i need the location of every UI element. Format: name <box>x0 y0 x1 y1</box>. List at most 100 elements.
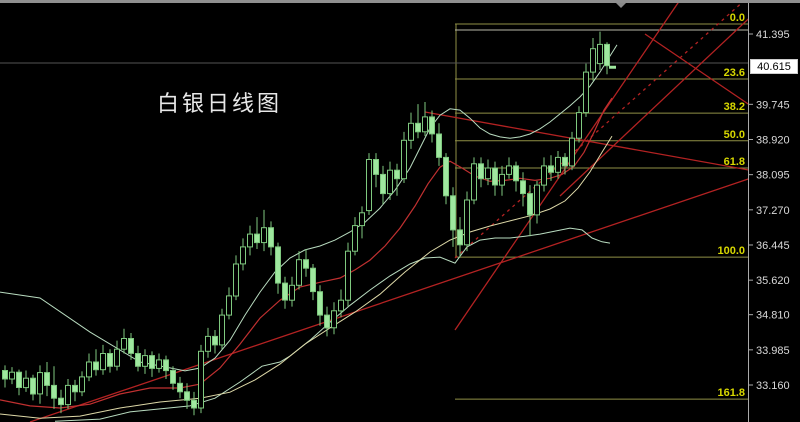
candle-body <box>184 391 190 401</box>
candle-body <box>359 212 365 227</box>
candle-body <box>177 382 183 393</box>
candle-body <box>142 355 148 367</box>
candle-body <box>499 173 505 186</box>
candle-body <box>23 377 29 389</box>
candle-body <box>513 165 519 182</box>
candle-body <box>457 229 463 246</box>
current-price-box: 40.615 <box>750 59 798 74</box>
candle-body <box>296 259 302 286</box>
candle-body <box>310 267 316 293</box>
fib-label-0.0: 0.0 <box>730 12 745 24</box>
candle-body <box>429 116 435 135</box>
price-tick-label: 38.095 <box>756 170 790 182</box>
last-price-dash <box>609 65 616 69</box>
candle-body <box>86 361 92 378</box>
candle-body <box>471 163 477 201</box>
candle-body <box>9 371 15 380</box>
candle-body <box>212 335 218 346</box>
candles-group <box>2 31 610 416</box>
candle-body <box>226 295 232 316</box>
candle-body <box>163 359 169 372</box>
candle-body <box>30 377 36 395</box>
candle-body <box>58 397 64 406</box>
candle-body <box>562 156 568 167</box>
candle-body <box>156 359 162 369</box>
candle-body <box>324 314 330 329</box>
candle-body <box>93 361 99 371</box>
candle-body <box>604 43 610 67</box>
candle-body <box>485 167 491 180</box>
price-tick-label: 35.620 <box>756 275 790 287</box>
price-tick-label: 39.745 <box>756 99 790 111</box>
candle-body <box>583 71 589 114</box>
candle-body <box>597 43 603 65</box>
plot-area <box>0 0 748 422</box>
candle-body <box>548 165 554 173</box>
candle-body <box>541 165 547 186</box>
candle-body <box>240 246 246 265</box>
candle-body <box>219 314 225 346</box>
candle-body <box>401 139 407 180</box>
chart-title: 白银日线图 <box>157 92 283 117</box>
candle-body <box>44 372 50 386</box>
candle-body <box>205 335 211 352</box>
candle-body <box>450 195 456 231</box>
price-tick-label: 37.270 <box>756 205 790 217</box>
candle-body <box>352 225 358 252</box>
candle-body <box>261 227 267 244</box>
fib-label-38.2: 38.2 <box>724 101 745 113</box>
candle-body <box>79 376 85 393</box>
candle-body <box>303 259 309 269</box>
candle-body <box>443 156 449 197</box>
bollinger-upper-band <box>0 44 618 372</box>
candle-body <box>191 399 197 409</box>
candle-body <box>576 112 582 139</box>
fib-label-50.0: 50.0 <box>724 129 745 141</box>
candle-body <box>247 233 253 248</box>
price-tick-label: 33.985 <box>756 345 790 357</box>
candle-body <box>555 156 561 173</box>
ma-line-red <box>0 97 613 409</box>
candle-body <box>198 350 204 409</box>
candle-body <box>478 163 484 180</box>
candle-body <box>534 184 540 216</box>
candle-body <box>380 173 386 195</box>
trendline-3 <box>559 18 748 197</box>
candle-body <box>268 227 274 248</box>
candle-body <box>128 338 134 354</box>
price-tick-label: 38.920 <box>756 135 790 147</box>
candle-body <box>590 48 596 73</box>
candle-body <box>254 233 260 244</box>
candle-body <box>394 169 400 180</box>
candle-body <box>2 370 8 380</box>
trendline-4 <box>454 0 746 259</box>
ma-line-yellow <box>0 135 613 419</box>
candle-body <box>37 372 43 395</box>
candle-body <box>506 165 512 175</box>
candle-body <box>464 199 470 246</box>
candle-body <box>373 159 379 175</box>
candle-body <box>289 284 295 301</box>
candle-body <box>275 246 281 284</box>
candle-body <box>331 310 337 329</box>
candle-body <box>408 122 414 141</box>
candle-body <box>492 167 498 186</box>
fib-label-23.6: 23.6 <box>724 67 745 79</box>
price-tick-label: 41.395 <box>756 29 790 41</box>
fib-label-161.8: 161.8 <box>717 387 745 399</box>
candle-body <box>366 159 372 212</box>
candle-body <box>149 355 155 369</box>
candle-body <box>51 384 57 399</box>
trendline-5 <box>424 111 748 171</box>
price-tick-label: 36.445 <box>756 240 790 252</box>
candle-body <box>121 338 127 350</box>
candle-body <box>65 384 71 406</box>
window-top-strip <box>0 0 800 3</box>
candle-body <box>72 384 78 393</box>
trendline-6 <box>644 33 748 105</box>
candle-body <box>170 370 176 384</box>
fib-label-100.0: 100.0 <box>717 245 745 257</box>
candle-body <box>317 291 323 316</box>
